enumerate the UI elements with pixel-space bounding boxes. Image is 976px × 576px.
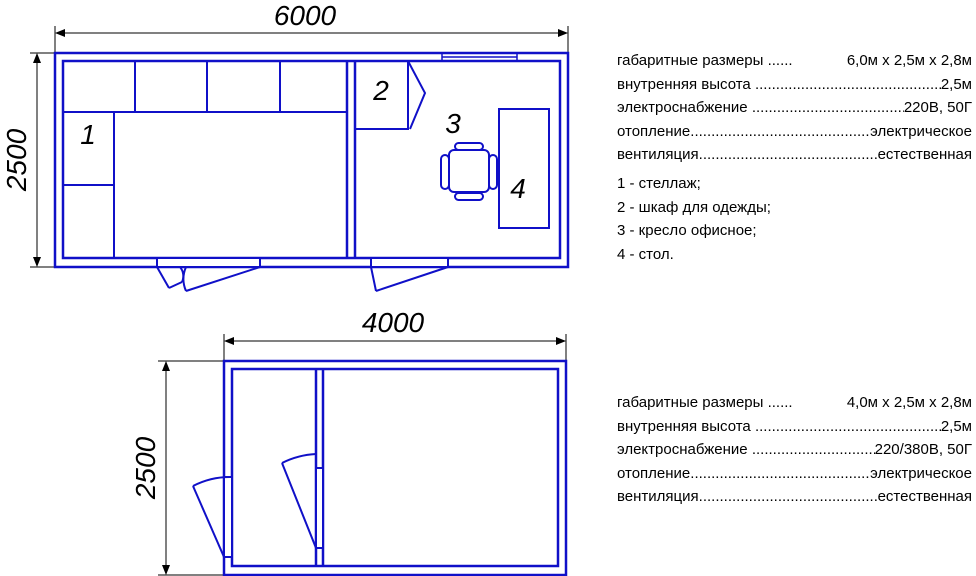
legend-item: 2 - шкаф для одежды; (617, 198, 771, 216)
spec-dimensions: габаритные размеры ...... 4,0м х 2,5м х … (617, 391, 972, 415)
plan1-shelving (62, 60, 348, 259)
spec-lead: ...... (767, 394, 793, 411)
spec-value: 4,0м х 2,5м х 2,8м (846, 394, 972, 411)
plan1-dimension-lines (30, 26, 569, 268)
plan2-width-dimension: 4000 (362, 307, 425, 338)
spec-dimensions: габаритные размеры ...... 6,0м х 2,5м х … (617, 49, 972, 73)
plan2-dimension-lines (158, 334, 567, 576)
plan1-window (441, 52, 518, 61)
plan1-height-dimension: 2500 (1, 128, 32, 192)
spec-value: 2,5м (940, 417, 972, 435)
spec-label: вентиляция (617, 146, 699, 163)
spec-label: электроснабжение (617, 99, 748, 116)
plan1-wardrobe (354, 60, 427, 130)
plan1-doors (156, 257, 449, 292)
spec-ventilation: вентиляция естественная (617, 143, 972, 167)
legend-item: 1 - стеллаж; (617, 175, 701, 192)
spec-value: 2,5м (940, 75, 972, 93)
spec-value: 6,0м х 2,5м х 2,8м (846, 52, 972, 69)
plan1-office-chair (440, 142, 498, 201)
plan1-label-desk: 4 (510, 173, 526, 204)
plan1-label-chair: 3 (445, 108, 461, 139)
spec-value: электрическое (870, 464, 972, 482)
spec-inner-height: внутренняя высота 2,5м (617, 415, 972, 439)
spec-value: 220В, 50Г (903, 99, 972, 116)
spec-power: электроснабжение 220/380В, 50Г (617, 438, 972, 462)
plan1-label-wardrobe: 2 (372, 75, 389, 106)
plan1-desk (498, 108, 550, 229)
plan2-specs: габаритные размеры ...... 4,0м х 2,5м х … (617, 391, 972, 509)
spec-label: внутренняя высота (617, 75, 751, 93)
plan1-label-shelving: 1 (80, 119, 96, 150)
spec-lead: ...... (767, 52, 793, 69)
spec-label: отопление (617, 122, 691, 140)
spec-label: внутренняя высота (617, 417, 751, 435)
spec-label: вентиляция (617, 488, 699, 505)
spec-label: габаритные размеры (617, 394, 764, 411)
spec-heating: отопление электрическое (617, 462, 972, 486)
plan1-width-dimension: 6000 (274, 0, 337, 31)
plan2-walls (222, 359, 568, 576)
spec-ventilation: вентиляция естественная (617, 485, 972, 509)
spec-power: электроснабжение 220В, 50Г (617, 96, 972, 120)
spec-value: естественная (877, 146, 972, 163)
spec-value: электрическое (870, 122, 972, 140)
plan1-specs: габаритные размеры ...... 6,0м х 2,5м х … (617, 49, 972, 167)
spec-label: габаритные размеры (617, 52, 764, 69)
legend-item: 3 - кресло офисное; (617, 222, 757, 239)
spec-value: 220/380В, 50Г (874, 441, 972, 458)
spec-label: отопление (617, 464, 691, 482)
plan2-height-dimension: 2500 (130, 436, 161, 500)
spec-value: естественная (877, 488, 972, 505)
spec-label: электроснабжение (617, 441, 748, 458)
legend-item: 4 - стол. (617, 245, 674, 263)
spec-inner-height: внутренняя высота 2,5м (617, 73, 972, 97)
plan2-doors (192, 453, 324, 558)
spec-heating: отопление электрическое (617, 120, 972, 144)
plan1-legend: 1 - стеллаж; 2 - шкаф для одежды; 3 - кр… (617, 172, 771, 266)
